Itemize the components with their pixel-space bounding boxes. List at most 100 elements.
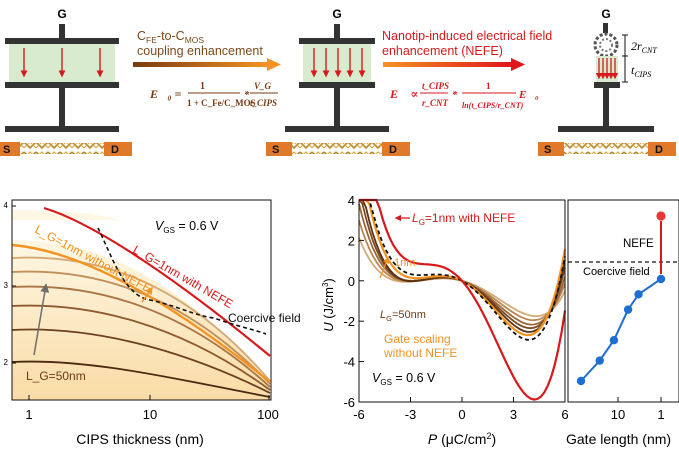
- chart-gatelength: Coercive field NEFE 10 1 Gate length (nm…: [566, 199, 679, 447]
- label-coercive: Coercive field: [228, 311, 301, 325]
- x-tick-label: -3: [405, 407, 417, 422]
- y-tick-label: -6: [343, 395, 355, 410]
- svg-text:ln(t_CIPS/r_CNT): ln(t_CIPS/r_CNT): [462, 101, 524, 110]
- nefe-point: [656, 211, 666, 221]
- curve-lg: [11, 360, 271, 398]
- dim-rcnt: 2rCNT: [631, 39, 657, 55]
- curve-coercive: [97, 227, 267, 335]
- svg-text:*: *: [452, 90, 458, 101]
- vgs-annotation: VGS = 0.6 V: [155, 219, 219, 235]
- x-tick-label: 10: [143, 407, 157, 422]
- svg-text:E⃗ ∝: E⃗ ∝: [389, 87, 418, 101]
- y-tick-label: 2: [348, 233, 355, 248]
- cnt-tip: [593, 32, 619, 58]
- x-axis-label: P (μC/cm2): [428, 431, 496, 447]
- y-tick-label: 4: [348, 193, 355, 208]
- label-scaling-2: without NEFE: [383, 346, 457, 360]
- vgs-annotation: VGS = 0.6 V: [372, 371, 436, 387]
- device-stem: [334, 88, 340, 126]
- svg-text:t_CIPS: t_CIPS: [422, 81, 449, 91]
- cnt-channel: [292, 143, 382, 154]
- bottom-electrode: [299, 82, 375, 88]
- svg-text:1 + C_Fe/C_MOS: 1 + C_Fe/C_MOS: [187, 98, 256, 108]
- x-tick-label: 100: [257, 407, 279, 422]
- step2: Nanotip-induced electrical field enhance…: [382, 29, 552, 110]
- step2-equation: E⃗ ∝ t_CIPS r_CNT * 1 ln(t_CIPS/r_CNT) E…: [389, 81, 539, 110]
- source-label: S: [544, 144, 551, 156]
- step1-arrow: [133, 62, 267, 67]
- curve-lg: [11, 270, 271, 385]
- gate-electrode: [299, 38, 375, 44]
- data-point: [634, 290, 643, 299]
- label-coercive: Coercive field: [583, 266, 650, 278]
- x-tick-label: 6: [561, 407, 568, 422]
- x-tick-label: 1: [657, 407, 664, 422]
- scaling-arrow: [33, 283, 50, 356]
- step1: CFE-to-CMOS coupling enhancement E⃗₀ = 1…: [133, 29, 281, 108]
- device-stem: [59, 88, 65, 126]
- step1-arrow-head: [267, 58, 281, 71]
- substrate-plate: [558, 126, 654, 132]
- y-ticks: 4 3 2: [4, 201, 16, 367]
- bottom-electrode: [594, 82, 620, 88]
- field-arrows: [20, 48, 104, 78]
- gate-stem: [334, 24, 340, 38]
- data-point: [623, 305, 633, 314]
- axes-frame: [11, 199, 272, 401]
- svg-text:t_CIPS: t_CIPS: [250, 98, 277, 108]
- gate-label: G: [57, 7, 66, 21]
- nefe-arrow: [141, 286, 153, 303]
- x-tick-label: 10: [611, 407, 625, 422]
- label-scaling-1: Gate scaling: [384, 332, 451, 346]
- data-point: [595, 356, 604, 365]
- source-label: S: [272, 144, 279, 156]
- svg-text:1: 1: [200, 81, 205, 92]
- y-tick-label: 0: [348, 274, 355, 289]
- gate-stem: [603, 23, 608, 33]
- shaded-region-top: [12, 210, 120, 220]
- axes-frame: [358, 199, 566, 403]
- curve-lg: [11, 328, 271, 394]
- curve-lg: [11, 256, 271, 382]
- svg-text:1: 1: [486, 81, 491, 91]
- series-line: [580, 278, 662, 382]
- cips-film: [303, 44, 371, 82]
- axes-frame: [567, 199, 679, 403]
- step2-arrow-head: [511, 58, 525, 71]
- substrate-plate: [285, 126, 389, 132]
- drain-pad: [382, 142, 410, 156]
- step1-title-line1: CFE-to-CMOS: [137, 29, 204, 45]
- y-tick-label: -2: [343, 314, 355, 329]
- source-pad: [538, 142, 564, 156]
- chart-thickness: 4 3 2 1 10 100 CIPS thickness (nm) VGS =…: [4, 199, 301, 447]
- x-ticks: 10 1: [611, 397, 665, 422]
- cnt-channel: [20, 143, 104, 154]
- step2-arrow: [383, 62, 511, 67]
- x-ticks: 1 10 100: [25, 395, 279, 422]
- gate-stem: [59, 24, 65, 38]
- gate-label: G: [332, 7, 341, 21]
- step1-equation: E⃗₀ = 1 1 + C_Fe/C_MOS * V_G t_CIPS: [149, 81, 278, 108]
- shaded-region: [12, 240, 270, 400]
- cnt-channel: [564, 143, 648, 154]
- chart-energy: -6 -3 0 3 6 4 2 0 -2 -4 -6 U (J/cm3) P (μC/cm2) LG…: [321, 193, 569, 447]
- y-tick-label: 4: [4, 201, 9, 210]
- x-tick-label: 1: [25, 407, 32, 422]
- source-pad: [266, 142, 292, 156]
- x-axis-label: CIPS thickness (nm): [76, 431, 204, 447]
- drain-label: D: [111, 144, 119, 156]
- svg-text:*: *: [244, 90, 250, 101]
- x-tick-label: 0: [458, 407, 465, 422]
- x-tick-label: 3: [510, 407, 517, 422]
- scatter-marks: [576, 211, 666, 386]
- step2-title-line2: enhancement (NEFE): [382, 44, 503, 58]
- field-arrows: [595, 58, 619, 80]
- y-axis-label: U (J/cm3): [321, 278, 336, 332]
- label-nefe: LG=1nm with NEFE: [412, 211, 515, 227]
- data-point: [609, 336, 619, 345]
- x-axis-label: Gate length (nm): [566, 431, 671, 447]
- device-2: G S D: [266, 7, 410, 156]
- svg-text:E⃗₀ =: E⃗₀ =: [149, 87, 182, 101]
- drain-pad: [104, 142, 132, 156]
